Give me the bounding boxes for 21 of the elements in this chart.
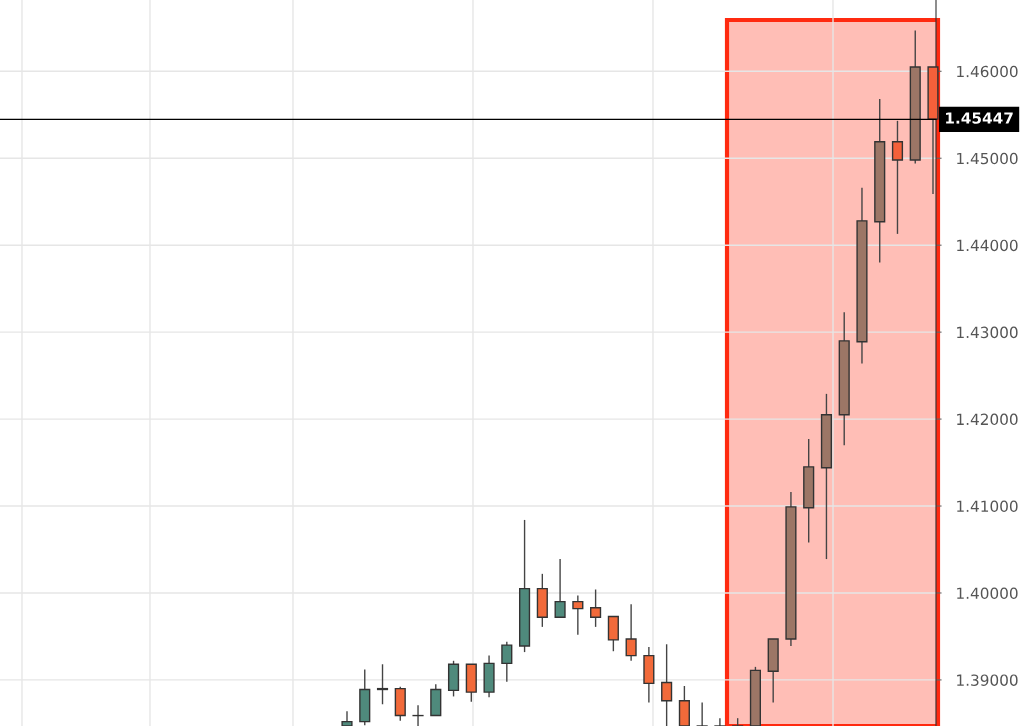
y-tick-label: 1.39000 <box>957 674 1018 686</box>
candlestick <box>661 643 673 726</box>
candlestick <box>891 120 904 235</box>
y-tick-label: 1.44000 <box>957 239 1018 252</box>
y-tick-label: 1.46000 <box>957 65 1018 78</box>
candlestick <box>590 588 602 628</box>
y-tick-label: 1.43000 <box>957 326 1018 339</box>
candlestick <box>607 615 619 652</box>
y-tick-label: 1.41000 <box>957 500 1018 513</box>
y-tick-label: 1.40000 <box>957 587 1018 599</box>
y-tick-label: 1.42000 <box>957 413 1018 426</box>
candlestick <box>341 710 353 726</box>
candlestick <box>554 558 566 619</box>
candlestick <box>376 663 389 705</box>
candlestick <box>714 717 726 726</box>
candlestick <box>696 701 708 726</box>
candlestick <box>625 603 637 662</box>
y-tick-label: 1.45000 <box>957 152 1018 165</box>
ref-line-label: 1.45447 <box>946 112 1013 124</box>
candlestick <box>501 640 513 683</box>
candlestick <box>572 594 584 636</box>
